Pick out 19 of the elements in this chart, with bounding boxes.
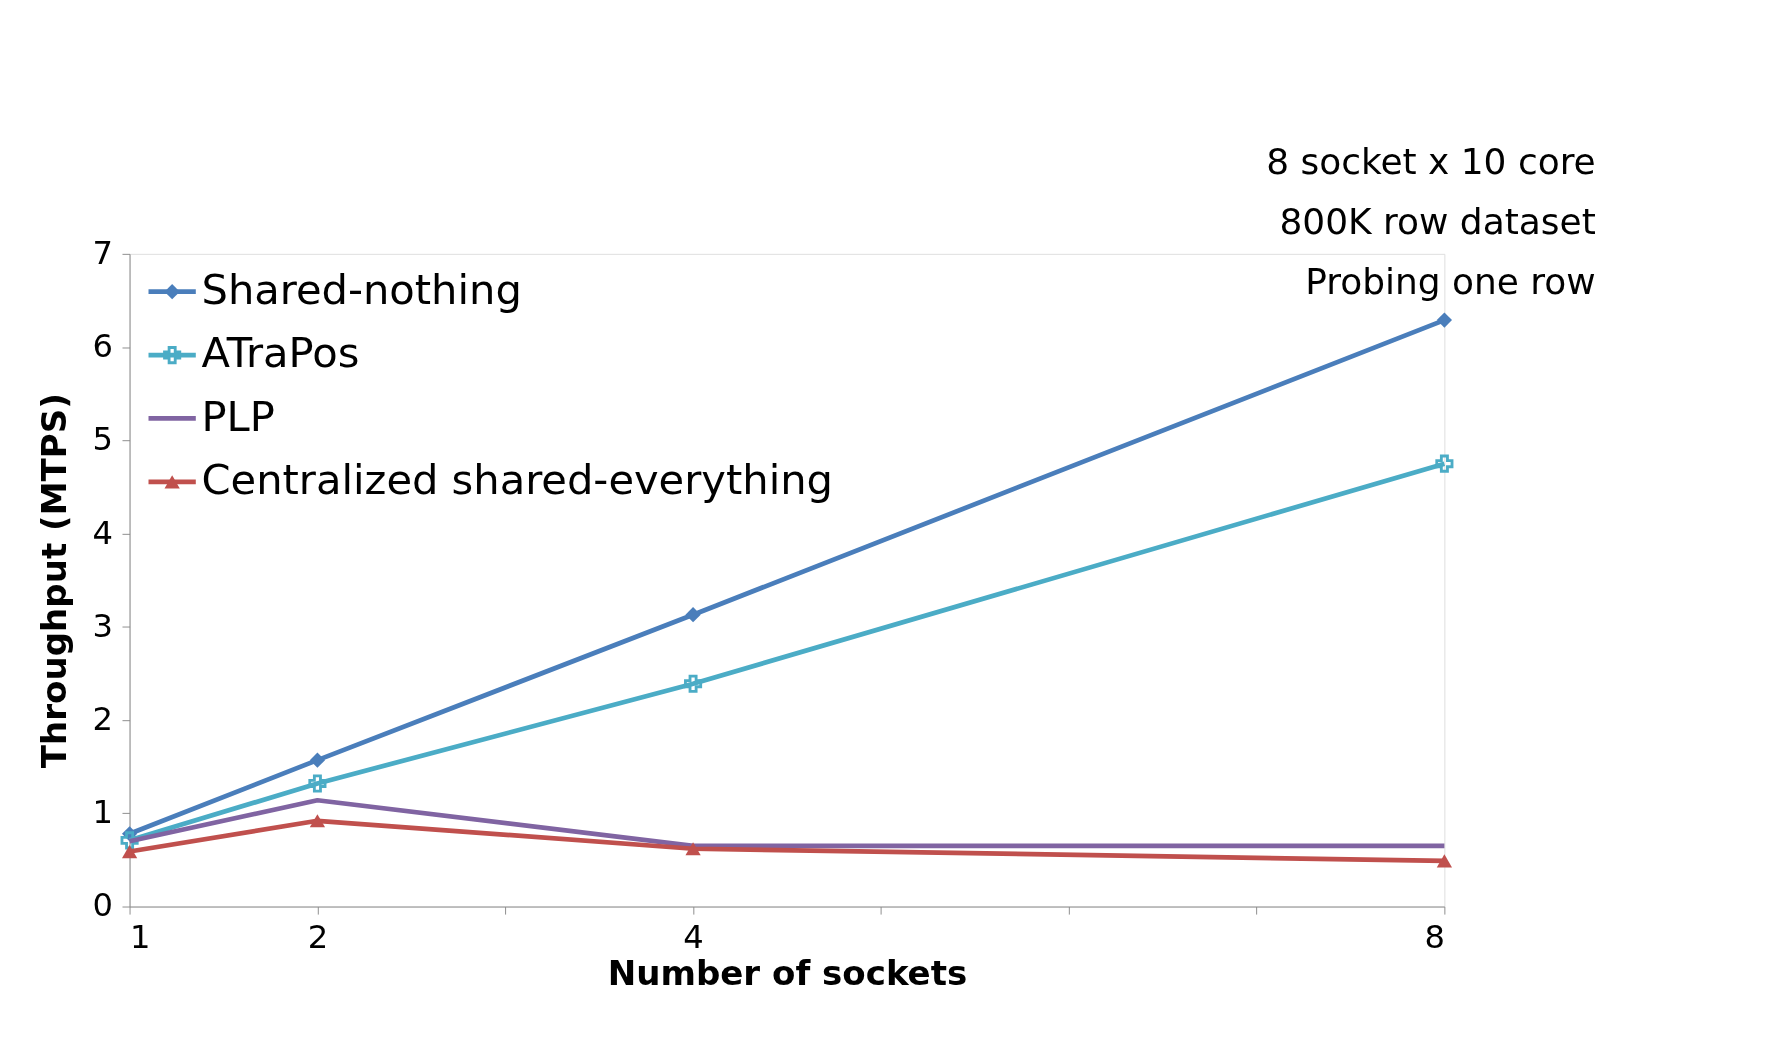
y-tick-label: 2 — [92, 700, 114, 738]
y-axis-title: Throughput (MTPS) — [34, 393, 75, 769]
y-tick-label: 5 — [92, 420, 114, 459]
y-tick-label: 7 — [92, 233, 114, 272]
x-tick-label: 8 — [1424, 917, 1445, 956]
legend-label: Shared-nothing — [201, 265, 522, 315]
legend-label: ATraPos — [201, 328, 360, 378]
text: 800K row dataset — [1279, 201, 1596, 243]
y-tick-label: 3 — [92, 606, 114, 645]
y-tick-label: 0 — [92, 886, 114, 925]
y-tick-label: 4 — [92, 513, 114, 552]
legend-label: Centralized shared-everything — [201, 455, 833, 505]
x-tick-label: 2 — [307, 917, 329, 956]
y-tick-label: 1 — [92, 793, 114, 832]
text: 8 socket x 10 core — [1266, 141, 1596, 183]
legend-label: PLP — [201, 391, 275, 441]
x-tick-label: 1 — [130, 917, 151, 956]
y-tick-label: 6 — [92, 327, 114, 366]
annotation: Probing one row — [1305, 260, 1596, 302]
